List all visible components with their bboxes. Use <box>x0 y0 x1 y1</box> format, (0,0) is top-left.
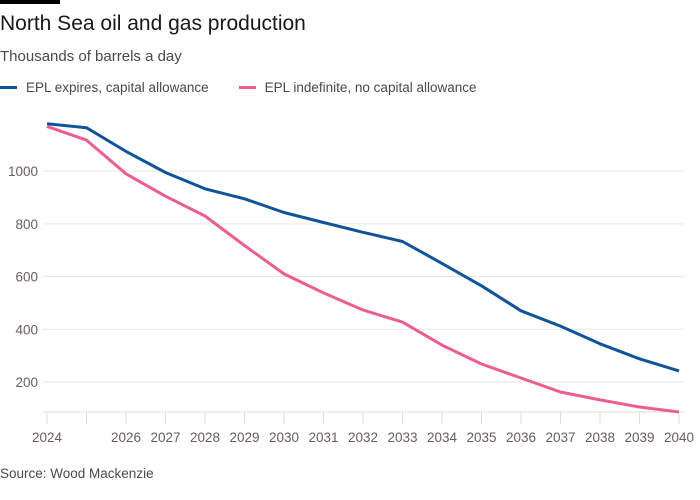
x-tick-label: 2038 <box>585 430 615 445</box>
series-line-epl-expires <box>46 122 680 373</box>
y-tick-label: 800 <box>15 217 38 232</box>
source-note: Source: Wood Mackenzie <box>0 466 154 481</box>
chart-subtitle: Thousands of barrels a day <box>0 48 182 65</box>
x-tick-label: 2029 <box>229 430 259 445</box>
y-tick-label: 400 <box>15 322 38 337</box>
legend-swatch-epl-expires <box>0 86 17 89</box>
legend-item-epl-indefinite: EPL indefinite, no capital allowance <box>238 80 477 95</box>
y-tick-label: 200 <box>15 375 38 390</box>
x-tick-label: 2039 <box>624 430 654 445</box>
x-tick-label: 2032 <box>348 430 378 445</box>
legend-item-epl-expires: EPL expires, capital allowance <box>0 80 209 95</box>
x-tick-label: 2036 <box>506 430 536 445</box>
x-tick-label: 2033 <box>387 430 417 445</box>
x-tick-label: 2031 <box>308 430 338 445</box>
chart-title: North Sea oil and gas production <box>0 12 306 35</box>
brand-bar <box>0 0 60 4</box>
x-tick-label: 2037 <box>545 430 575 445</box>
x-tick-label: 2026 <box>111 430 141 445</box>
legend-swatch-epl-indefinite <box>238 86 256 89</box>
x-tick-label: 2024 <box>32 430 63 445</box>
x-tick-label: 2035 <box>466 430 496 445</box>
legend-label-epl-indefinite: EPL indefinite, no capital allowance <box>264 80 477 95</box>
x-tick-label: 2028 <box>190 430 220 445</box>
x-tick-label: 2040 <box>664 430 694 445</box>
legend-label-epl-expires: EPL expires, capital allowance <box>26 80 209 95</box>
series-line-epl-indefinite <box>46 124 680 414</box>
y-tick-label: 600 <box>15 270 38 285</box>
x-tick-label: 2030 <box>269 430 299 445</box>
legend: EPL expires, capital allowance EPL indef… <box>0 80 507 95</box>
x-tick-label: 2034 <box>427 430 458 445</box>
y-tick-label: 1000 <box>8 164 38 179</box>
x-tick-label: 2027 <box>150 430 180 445</box>
